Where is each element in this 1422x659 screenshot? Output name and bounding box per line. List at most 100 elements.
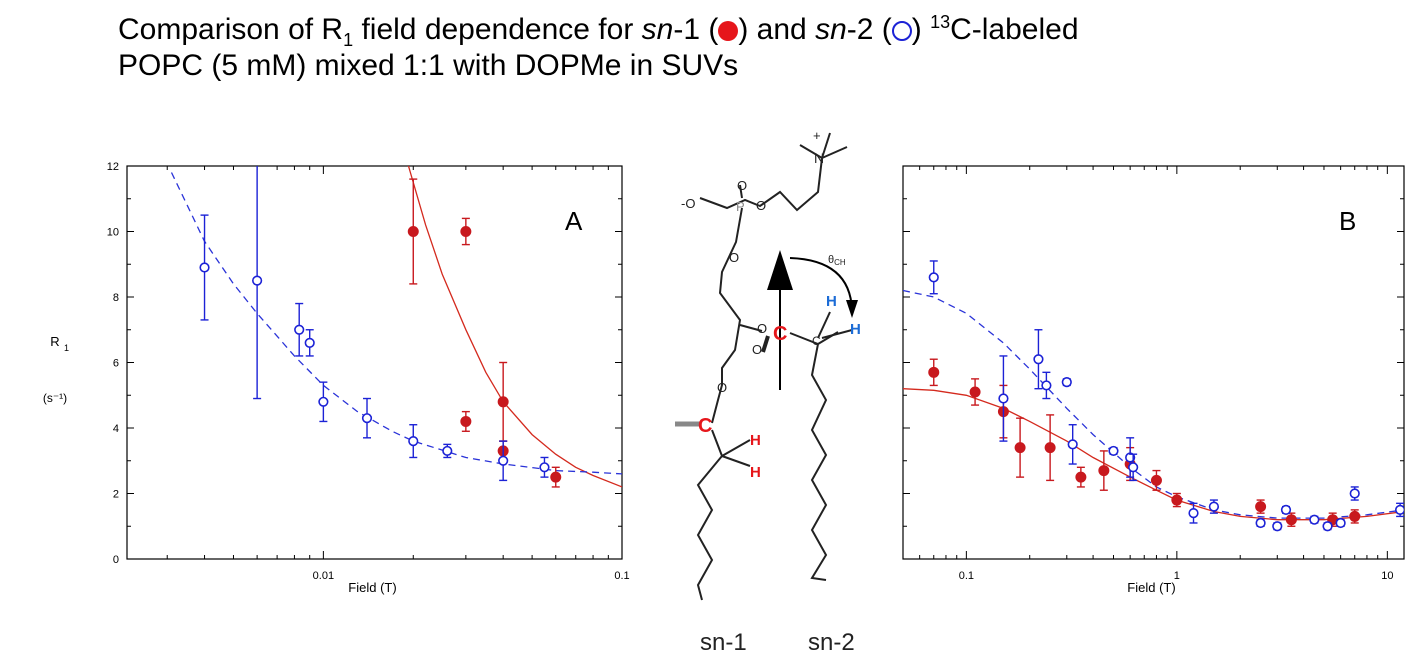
y-tick-label: 2 — [113, 489, 119, 501]
sn-1-data-point — [1255, 501, 1267, 513]
c-h-bond-upper — [817, 311, 831, 339]
glycerol-bonds — [711, 207, 743, 424]
y-tick-label: 10 — [107, 227, 119, 239]
sn-2-data-point — [1033, 354, 1044, 365]
atom-o-sn2-carbonyl: O — [752, 342, 762, 357]
sn2-ester-bond — [739, 324, 763, 332]
sn-1-data-point — [550, 471, 562, 483]
atom-c-sn2: C — [812, 334, 821, 348]
atom-c-sn1-labeled: C — [698, 415, 712, 437]
chart-panel-a: 0 2 4 6 8 10 12 0.01 0.1 Field (T) R 1 (s⁻¹) A — [43, 161, 630, 595]
n-methyl-2 — [821, 132, 831, 159]
y-tick-label: 6 — [113, 358, 119, 370]
sn2-chain — [789, 331, 839, 581]
sn-2-data-point — [304, 337, 315, 348]
y-axis-label: R — [50, 334, 59, 349]
y-axis-units: (s⁻¹) — [43, 391, 67, 405]
sn-2-data-point — [1349, 488, 1360, 499]
y-axis-label-sub: 1 — [64, 343, 69, 353]
sn-2-data-point — [1125, 452, 1136, 463]
c-h-bond-sn1-b — [721, 455, 751, 467]
field-vector-arrowhead — [767, 250, 793, 290]
sn-1-data-point — [1150, 474, 1162, 486]
atom-p: P — [736, 199, 745, 214]
sn-2-data-point — [361, 413, 373, 424]
sn-1-data-point — [460, 226, 472, 237]
x-tick-label: 10 — [1381, 570, 1393, 582]
atom-c-sn2-labeled: C — [773, 323, 787, 345]
theta-angle-arc — [789, 257, 853, 311]
y-tick-label: 4 — [113, 423, 119, 435]
plot-area — [170, 166, 622, 488]
sn-2-data-point — [1255, 517, 1266, 529]
atom-o-ester-head: O — [756, 198, 766, 213]
n-methyl-1 — [799, 144, 823, 159]
atom-o-sn2: O — [757, 321, 767, 336]
carbonyl-sn2 — [761, 335, 770, 353]
x-tick-label: 0.1 — [614, 570, 629, 582]
y-tick-label: 8 — [113, 292, 119, 304]
sn-2-data-point — [1272, 521, 1283, 532]
p-o-double-bond — [739, 184, 743, 199]
y-tick-label: 12 — [107, 161, 119, 173]
atom-h-sn1-upper: H — [750, 432, 761, 449]
theta-arc-arrowhead — [846, 300, 858, 318]
sn-2-data-point — [498, 455, 509, 466]
popc-structure-diagram — [675, 132, 858, 601]
headgroup-bonds — [699, 157, 823, 212]
figure-title: Comparison of R1 field dependence for sn… — [118, 12, 1079, 82]
sn-2-data-point — [1335, 517, 1346, 529]
sn-1-data-point — [969, 386, 981, 398]
atom-h-sn2-upper: H — [826, 293, 837, 310]
sn-1-data-point — [497, 396, 509, 408]
open-blue-circle-icon — [891, 21, 912, 41]
sn-1-fit-curve — [903, 388, 1404, 521]
sn-2-data-point — [998, 393, 1009, 404]
sn-2-data-point — [294, 324, 305, 335]
plot-frame — [126, 165, 623, 560]
sn-2-data-point — [1309, 514, 1320, 525]
sn-2-data-point — [1108, 445, 1119, 457]
filled-red-circle-icon — [718, 21, 739, 41]
chart-panel-b: 0.1 1 10 Field (T) B — [902, 165, 1405, 595]
atom-h-sn2-right: H — [850, 321, 861, 338]
atom-o-sn1: O — [717, 380, 727, 395]
c-h-bond-right — [821, 329, 853, 339]
n-methyl-3 — [821, 146, 848, 159]
atom-n-plus: + — [813, 128, 821, 143]
atom-o-top: O — [737, 178, 747, 193]
plot-area — [903, 260, 1404, 532]
sn-1-data-point — [1075, 471, 1087, 483]
sn-1-data-point — [1044, 442, 1056, 454]
x-tick-label: 1 — [1174, 570, 1180, 582]
panel-label: A — [565, 206, 583, 236]
sn-1-data-point — [1014, 442, 1026, 454]
structure-labels: -O P O O O O O O N + C C C H H H H θCH s… — [681, 128, 861, 656]
sn-2-data-point — [1041, 380, 1052, 391]
sn1-chain — [696, 429, 724, 601]
atom-h-sn1-lower: H — [750, 464, 761, 481]
sn-2-data-point — [1280, 504, 1292, 515]
sn-2-data-point — [408, 436, 419, 447]
x-tick-label: 0.01 — [313, 570, 334, 582]
panel-label: B — [1339, 206, 1356, 236]
sn-1-data-point — [1171, 494, 1183, 506]
sn-2-data-point — [1067, 439, 1078, 450]
sn-2-data-point — [442, 445, 453, 457]
plot-frame — [902, 165, 1405, 560]
atom-n: N — [814, 150, 824, 166]
sn-2-data-point — [1395, 504, 1404, 515]
sn-1-fit-curve — [407, 166, 622, 488]
sn-1-data-point — [928, 366, 940, 378]
x-axis-label: Field (T) — [348, 580, 396, 595]
sn-2-data-point — [1128, 462, 1139, 473]
sn-2-data-point — [539, 462, 550, 473]
sn-2-data-point — [1188, 508, 1199, 519]
sn-2-data-point — [1208, 501, 1220, 512]
sn-2-data-point — [1061, 377, 1072, 388]
sn-2-data-point — [199, 262, 210, 273]
sn-2-data-point — [1322, 521, 1333, 532]
sn-1-data-point — [407, 226, 419, 237]
sn-2-data-point — [318, 396, 329, 407]
